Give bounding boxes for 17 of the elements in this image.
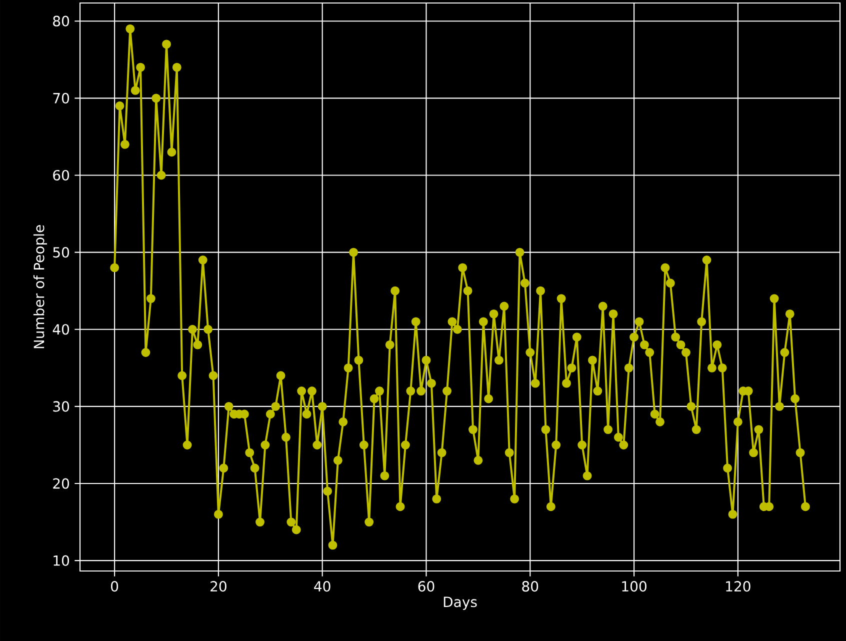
x-tick-label: 60: [418, 581, 434, 592]
y-tick-label: 60: [53, 170, 70, 181]
x-axis-title: Days: [444, 596, 477, 610]
x-tick-label: 20: [210, 581, 226, 592]
x-tick-label: 40: [314, 581, 330, 592]
y-axis-title: Number of People: [33, 225, 47, 348]
x-tick-label: 80: [522, 581, 538, 592]
y-tick-label: 40: [52, 324, 70, 335]
y-tick-label: 10: [54, 555, 70, 566]
y-tick-label: 80: [53, 16, 70, 26]
y-tick-label: 70: [53, 92, 70, 104]
y-tick-label: 50: [53, 247, 70, 258]
x-tick-label: 100: [622, 581, 646, 592]
y-tick-label: 20: [53, 478, 70, 489]
x-tick-label: 120: [726, 581, 750, 592]
x-tick-label: 0: [111, 581, 118, 592]
y-tick-label: 30: [53, 401, 70, 412]
